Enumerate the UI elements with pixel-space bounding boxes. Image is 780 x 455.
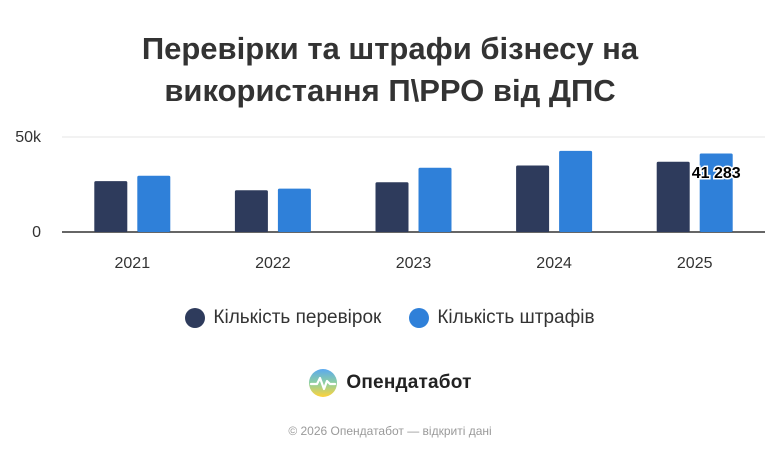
legend-item-fines[interactable]: Кількість штрафів: [409, 307, 595, 329]
brand-name: Опендатабот: [346, 372, 472, 393]
bar-fines-2023[interactable]: [418, 167, 452, 232]
bar-inspections-2025[interactable]: [656, 161, 690, 232]
legend-label-inspections: Кількість перевірок: [213, 307, 382, 328]
bar-inspections-2024[interactable]: [516, 165, 550, 233]
bar-fines-2024[interactable]: [559, 150, 593, 232]
legend-label-fines: Кількість штрафів: [437, 307, 595, 328]
footer-credits: © 2026 Опендатабот — відкриті дані: [288, 424, 492, 438]
tick-labels: 0 50k 2021 2022 2023 2024 2025 41 283: [15, 129, 742, 272]
y-tick-label: 0: [32, 224, 41, 241]
chart-legend: Кількість перевірок Кількість штрафів: [0, 307, 780, 329]
data-label: 41 283: [692, 165, 741, 182]
legend-item-inspections[interactable]: Кількість перевірок: [185, 307, 381, 329]
brand-logo[interactable]: Опендатабот: [0, 368, 780, 398]
x-tick-label: 2023: [396, 255, 432, 272]
chart-title: Перевірки та штрафи бізнесу на використа…: [0, 28, 780, 112]
grid-lines: [62, 136, 765, 233]
chart-title-line-1: Перевірки та штрафи бізнесу на: [141, 31, 639, 66]
bars: [94, 150, 733, 233]
bar-inspections-2023[interactable]: [375, 182, 409, 232]
bar-fines-2021[interactable]: [137, 175, 171, 232]
bar-chart: 0 50k 2021 2022 2023 2024 2025 41 283: [15, 129, 765, 272]
x-tick-label: 2022: [255, 255, 291, 272]
bar-fines-2022[interactable]: [277, 188, 311, 232]
x-tick-label: 2025: [677, 255, 713, 272]
chart-title-line-2: використання П\РРО від ДПС: [164, 73, 616, 108]
legend-dot-inspections-icon: [185, 308, 206, 328]
x-tick-label: 2021: [115, 255, 151, 272]
x-tick-label: 2024: [536, 255, 572, 272]
legend-dot-fines-icon: [409, 308, 430, 328]
opendatabot-logo-icon: [309, 369, 338, 397]
bar-fines-2025[interactable]: [699, 153, 733, 232]
y-tick-label: 50k: [15, 129, 42, 146]
bar-inspections-2021[interactable]: [94, 181, 128, 232]
bar-inspections-2022[interactable]: [234, 190, 268, 232]
